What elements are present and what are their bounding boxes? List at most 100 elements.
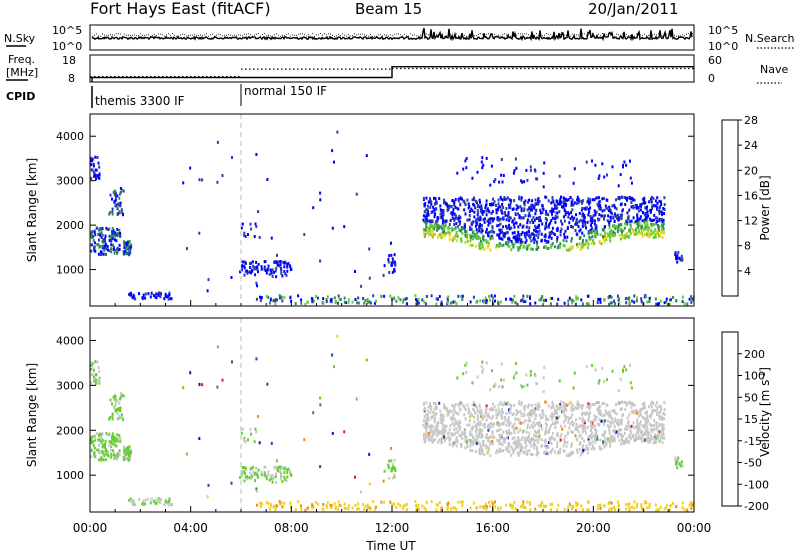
power-cell — [423, 220, 426, 224]
velocity-cell — [94, 360, 97, 364]
velocity-cell — [627, 503, 630, 507]
power-cell — [113, 231, 116, 235]
power-cell — [592, 214, 595, 218]
power-cell — [426, 208, 429, 212]
power-cell — [97, 252, 100, 256]
power-cell — [423, 235, 426, 239]
velocity-cell — [501, 408, 504, 411]
velocity-cell — [544, 450, 547, 454]
velocity-cell — [275, 466, 278, 470]
power-cell — [638, 231, 641, 235]
velocity-cell — [108, 432, 111, 436]
velocity-cell — [654, 409, 657, 413]
velocity-cell — [97, 458, 100, 462]
power-cell — [620, 202, 622, 206]
velocity-cell — [529, 426, 532, 429]
power-cell — [482, 210, 485, 214]
power-cell — [300, 301, 303, 305]
velocity-cell — [447, 432, 450, 436]
velocity-cell — [90, 381, 93, 385]
velocity-cell — [585, 365, 588, 369]
velocity-cell — [278, 470, 281, 473]
power-cell — [595, 226, 598, 230]
power-cell — [617, 297, 620, 301]
power-cell — [279, 260, 282, 263]
velocity-cell — [104, 439, 107, 443]
power-cell — [586, 302, 589, 306]
velocity-cell — [581, 508, 584, 512]
velocity-cell — [509, 406, 512, 410]
power-cell — [549, 245, 552, 249]
velocity-cell — [690, 501, 692, 504]
power-cell — [662, 227, 665, 231]
velocity-cell — [624, 441, 627, 445]
velocity-cell — [480, 409, 483, 413]
velocity-cell — [112, 449, 114, 453]
velocity-cell — [632, 435, 635, 439]
velocity-cell — [530, 413, 533, 417]
velocity-cell — [257, 475, 259, 479]
velocity-cell — [669, 504, 672, 508]
colorbar-tick-label: -100 — [744, 478, 769, 491]
velocity-cell — [439, 417, 442, 421]
velocity-cell — [573, 371, 576, 375]
power-cell — [521, 180, 524, 184]
velocity-cell — [535, 439, 538, 443]
power-cell — [90, 163, 93, 167]
velocity-cell — [651, 409, 654, 413]
power-cell — [449, 219, 452, 222]
power-cell — [555, 199, 558, 203]
power-cell — [527, 229, 530, 233]
velocity-cell — [643, 404, 646, 407]
power-cell — [354, 298, 357, 301]
velocity-cell — [636, 409, 638, 413]
velocity-cell — [460, 500, 463, 504]
power-cell — [482, 218, 485, 222]
velocity-cell — [625, 368, 628, 372]
velocity-cell — [624, 407, 627, 411]
velocity-cell — [596, 507, 599, 511]
power-cell — [534, 224, 537, 228]
velocity-cell — [491, 502, 494, 506]
power-cell — [433, 202, 436, 206]
power-cell — [159, 295, 162, 299]
power-cell — [559, 242, 562, 246]
power-cell — [128, 240, 131, 244]
velocity-cell — [436, 421, 439, 425]
velocity-cell — [329, 505, 332, 509]
velocity-cell — [113, 404, 116, 408]
power-cell — [480, 246, 483, 250]
velocity-cell — [512, 451, 515, 454]
velocity-cell — [571, 507, 573, 511]
velocity-cell — [498, 410, 501, 414]
velocity-cell — [106, 433, 109, 437]
velocity-cell — [390, 469, 393, 473]
power-cell — [102, 252, 105, 256]
power-cell — [569, 196, 572, 199]
velocity-cell — [423, 440, 426, 444]
velocity-cell — [258, 441, 261, 445]
velocity-cell — [659, 505, 662, 509]
power-cell — [122, 189, 125, 193]
velocity-cell — [534, 374, 537, 378]
velocity-cell — [528, 431, 531, 435]
velocity-cell — [265, 500, 268, 504]
power-cell — [605, 198, 608, 202]
velocity-cell — [598, 405, 601, 408]
velocity-cell — [567, 403, 570, 407]
power-cell — [603, 227, 605, 231]
power-cell — [325, 298, 328, 302]
power-cell — [533, 233, 536, 237]
power-cell — [500, 158, 503, 161]
power-cell — [281, 299, 284, 303]
power-cell — [586, 246, 589, 250]
power-cell — [434, 212, 437, 216]
velocity-cell — [502, 378, 505, 382]
power-cell — [107, 248, 109, 252]
power-cell — [279, 263, 282, 267]
velocity-cell — [479, 442, 482, 446]
velocity-cell — [456, 440, 459, 444]
velocity-cell — [646, 415, 649, 419]
power-cell — [125, 242, 128, 246]
